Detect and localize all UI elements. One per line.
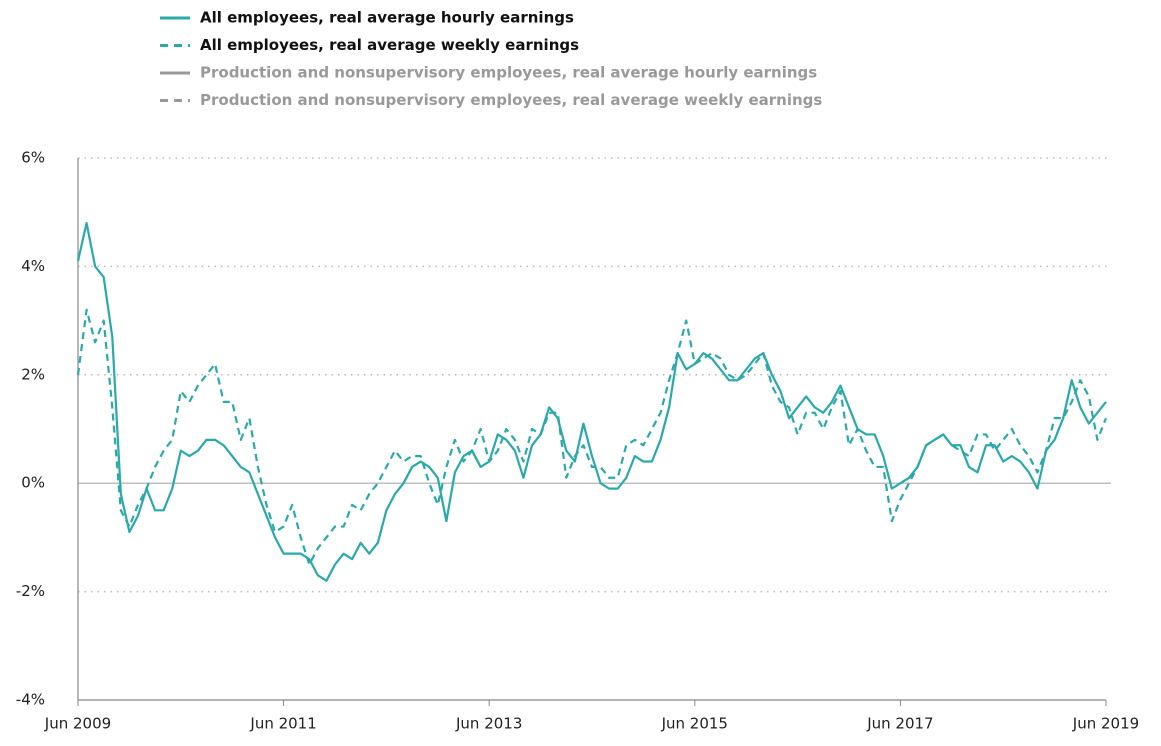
legend-label[interactable]: All employees, real average hourly earni…: [200, 9, 574, 27]
y-tick-label: 6%: [21, 149, 45, 167]
y-tick-label: 0%: [21, 474, 45, 492]
x-tick-label: Jun 2011: [249, 715, 316, 733]
series-line: [76, 308, 1108, 566]
x-tick-label: Jun 2013: [455, 715, 522, 733]
y-tick-label: 2%: [21, 365, 45, 383]
legend-label[interactable]: All employees, real average weekly earni…: [200, 36, 579, 54]
x-tick-label: Jun 2019: [1072, 715, 1139, 733]
x-tick-label: Jun 2015: [661, 715, 728, 733]
series-line: [76, 221, 1107, 582]
x-tick-label: Jun 2017: [866, 715, 933, 733]
y-tick-label: 4%: [21, 257, 45, 275]
y-tick-label: -4%: [16, 691, 45, 709]
legend-label[interactable]: Production and nonsupervisory employees,…: [200, 91, 822, 109]
y-tick-label: -2%: [16, 582, 45, 600]
legend-label[interactable]: Production and nonsupervisory employees,…: [200, 64, 817, 82]
x-tick-label: Jun 2009: [44, 715, 111, 733]
